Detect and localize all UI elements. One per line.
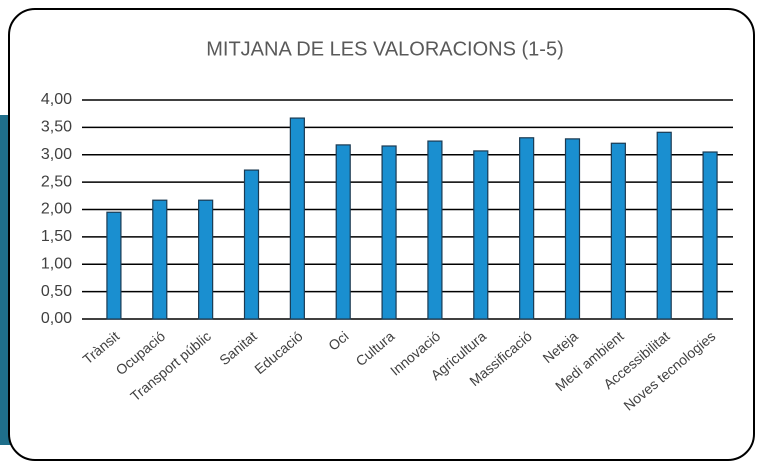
- y-tick-label: 4,00: [41, 91, 72, 108]
- y-tick-label: 0,00: [41, 310, 72, 327]
- bar: [519, 137, 535, 320]
- bar: [427, 140, 443, 320]
- y-tick-label: 2,00: [41, 201, 72, 218]
- bar: [564, 138, 581, 320]
- bar: [152, 199, 168, 320]
- bar: [656, 131, 672, 320]
- y-tick-label: 1,50: [41, 228, 72, 245]
- y-tick-label: 1,00: [41, 255, 72, 272]
- bar: [335, 144, 351, 320]
- y-tick-label: 0,50: [41, 283, 72, 300]
- bar: [289, 117, 305, 320]
- bar: [106, 211, 122, 320]
- bar: [610, 142, 626, 320]
- bar: [198, 199, 214, 320]
- y-tick-label: 3,50: [41, 119, 72, 136]
- bar: [243, 169, 260, 320]
- bar: [473, 150, 489, 320]
- chart-title: MITJANA DE LES VALORACIONS (1-5): [206, 38, 564, 60]
- y-tick-label: 2,50: [41, 173, 72, 190]
- bar: [702, 151, 718, 320]
- y-tick-label: 3,00: [41, 146, 72, 163]
- bar: [381, 145, 397, 320]
